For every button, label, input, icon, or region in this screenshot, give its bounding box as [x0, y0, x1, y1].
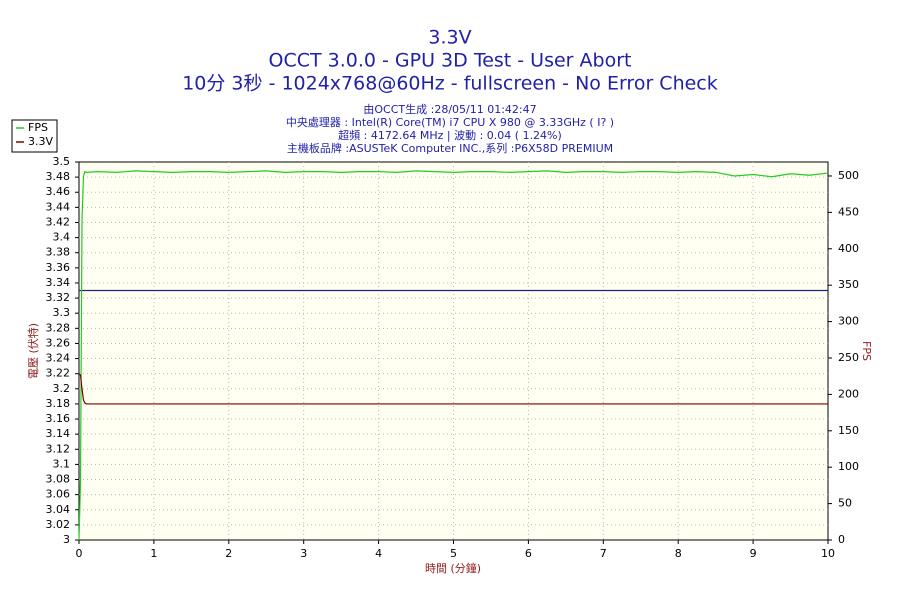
subtitle: 主機板品牌 :ASUSTeK Computer INC.,系列 :P6X58D …	[287, 141, 613, 155]
x-tick-label: 4	[375, 547, 382, 560]
y2-tick-label: 50	[838, 497, 852, 510]
y-tick-label: 3.22	[46, 367, 71, 380]
subtitle: 由OCCT生成 :28/05/11 01:42:47	[363, 102, 536, 116]
y2-tick-label: 400	[838, 242, 859, 255]
y-tick-label: 3.38	[46, 246, 71, 259]
y-tick-label: 3.18	[46, 397, 71, 410]
y-tick-label: 3.24	[46, 352, 71, 365]
x-tick-label: 10	[821, 547, 835, 560]
series-line	[78, 373, 828, 405]
x-tick-label: 7	[600, 547, 607, 560]
legend-label: FPS	[28, 121, 48, 134]
y-tick-label: 3.14	[46, 427, 71, 440]
y2-tick-label: 250	[838, 351, 859, 364]
x-axis-label: 時間 (分鐘)	[425, 561, 481, 575]
chart-title: OCCT 3.0.0 - GPU 3D Test - User Abort	[269, 50, 632, 72]
legend	[11, 119, 58, 153]
x-tick-label: 8	[675, 547, 682, 560]
y-tick-label: 3.1	[53, 457, 71, 470]
y-tick-label: 3.02	[46, 518, 71, 531]
x-tick-label: 6	[525, 547, 532, 560]
y-tick-label: 3.32	[46, 291, 71, 304]
chart-title: 10分 3秒 - 1024x768@60Hz - fullscreen - No…	[182, 73, 718, 95]
y-tick-label: 3.2	[53, 382, 71, 395]
x-tick-label: 2	[225, 547, 232, 560]
y2-tick-label: 100	[838, 460, 859, 473]
subtitle: 超頻 : 4172.64 MHz | 波動 : 0.04 ( 1.24%)	[338, 128, 562, 142]
y-tick-label: 3.16	[46, 412, 71, 425]
y-tick-label: 3.34	[46, 276, 71, 289]
x-tick-label: 0	[76, 547, 83, 560]
y-tick-label: 3.06	[46, 488, 71, 501]
y-tick-label: 3.04	[46, 503, 71, 516]
y-tick-label: 3	[63, 533, 70, 546]
y2-axis-label: FPS	[860, 341, 873, 361]
y-axis-label: 電壓 (伏特)	[26, 323, 40, 379]
legend-label: 3.3V	[28, 135, 53, 148]
y-tick-label: 3.08	[46, 473, 71, 486]
x-tick-label: 3	[300, 547, 307, 560]
y2-tick-label: 300	[838, 315, 859, 328]
y2-tick-label: 200	[838, 387, 859, 400]
y2-tick-label: 150	[838, 424, 859, 437]
y-tick-label: 3.28	[46, 321, 71, 334]
y2-tick-label: 350	[838, 278, 859, 291]
chart-title: 3.3V	[428, 27, 471, 49]
x-tick-label: 1	[150, 547, 157, 560]
y-tick-label: 3.48	[46, 170, 71, 183]
y2-tick-label: 500	[838, 169, 859, 182]
subtitle: 中央處理器 : Intel(R) Core(TM) i7 CPU X 980 @…	[286, 115, 614, 129]
y2-tick-label: 0	[838, 533, 845, 546]
y-tick-label: 3.26	[46, 336, 71, 349]
x-tick-label: 9	[750, 547, 757, 560]
y-tick-label: 3.3	[53, 306, 71, 319]
y-tick-label: 3.46	[46, 185, 71, 198]
y-tick-label: 3.5	[53, 155, 71, 168]
y-tick-label: 3.44	[46, 200, 71, 213]
y-tick-label: 3.36	[46, 261, 71, 274]
y-tick-label: 3.12	[46, 442, 71, 455]
y-tick-label: 3.42	[46, 215, 71, 228]
series-line	[78, 170, 829, 541]
x-tick-label: 5	[450, 547, 457, 560]
y-tick-label: 3.4	[53, 231, 71, 244]
y2-tick-label: 450	[838, 205, 859, 218]
